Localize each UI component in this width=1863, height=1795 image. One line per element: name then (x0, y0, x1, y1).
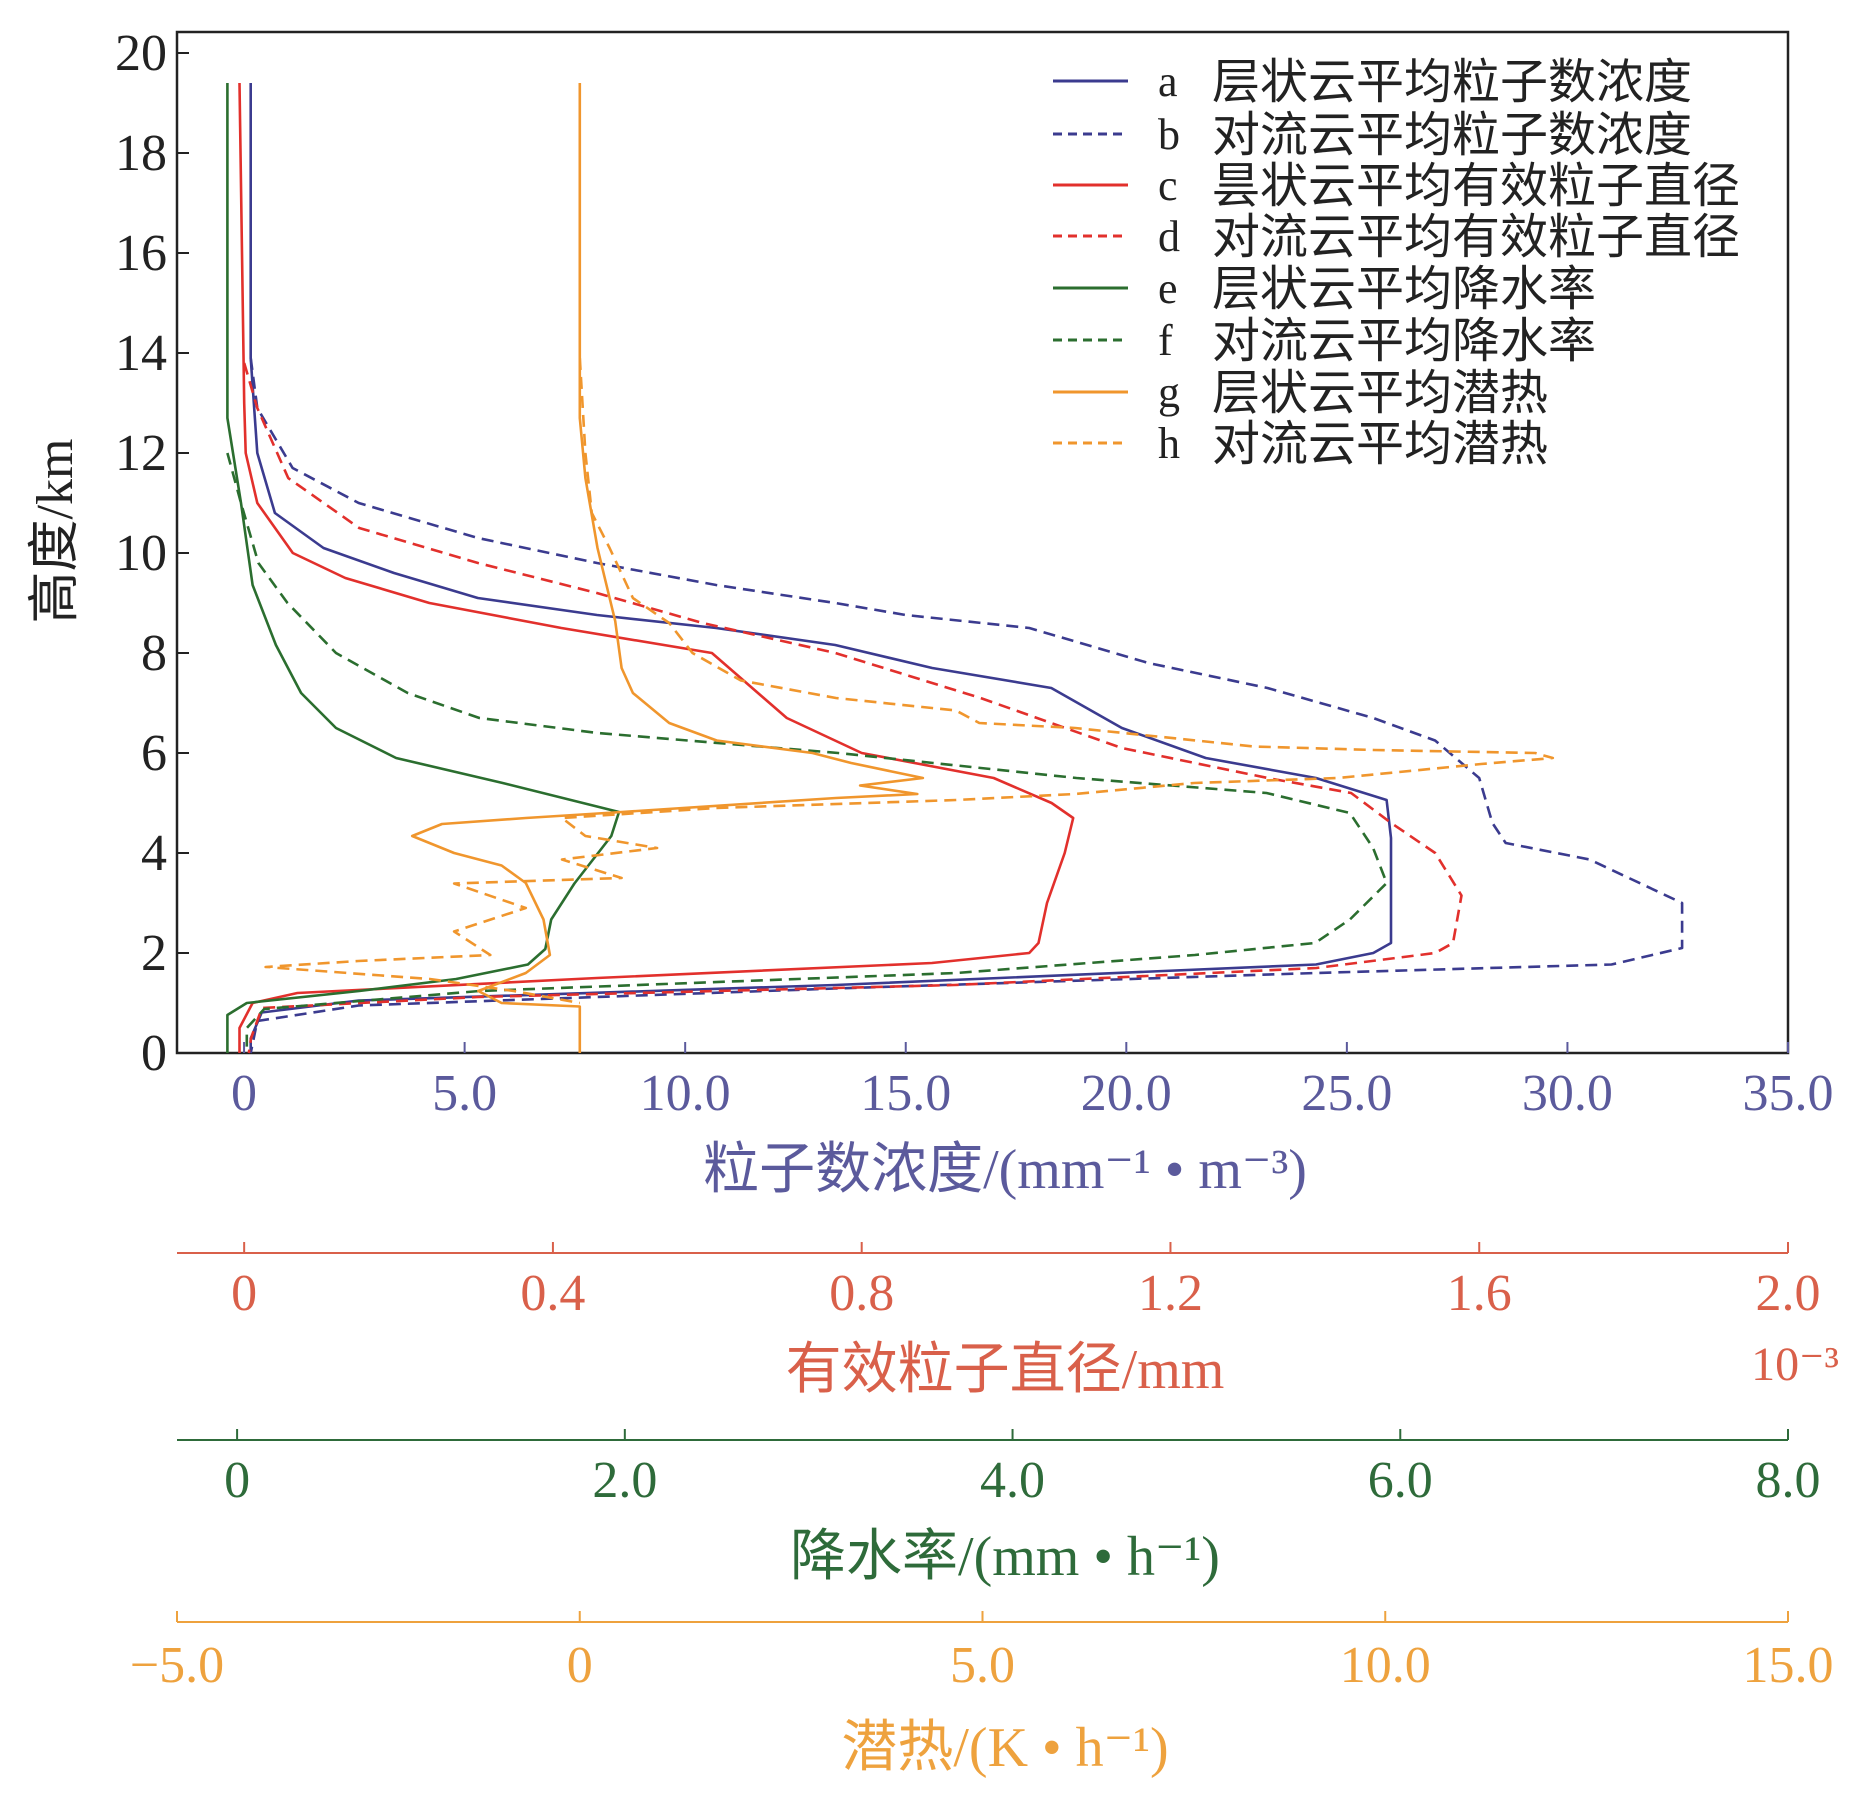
x-tick-label: 0 (231, 1065, 257, 1122)
y-tick-label: 12 (115, 425, 167, 482)
series-line-a (249, 83, 1393, 1053)
x-tick-label: −5.0 (130, 1637, 224, 1694)
series-line-f (226, 452, 1388, 1053)
legend-key: d (1158, 212, 1180, 261)
y-tick-label: 6 (141, 725, 167, 782)
legend-label: 昙状云平均有效粒子直径 (1212, 160, 1740, 213)
x-tick-label: 10.0 (640, 1065, 731, 1122)
x-tick-label: 8.0 (1756, 1452, 1821, 1509)
series-line-g (410, 83, 925, 1053)
x-tick-label: 1.6 (1447, 1265, 1512, 1322)
legend-item-e: e 层状云平均降水率 (1053, 263, 1596, 316)
x-tick-label: 5.0 (432, 1065, 497, 1122)
x-tick-label: 0 (224, 1452, 250, 1509)
x-axis-lh: −5.0 0 5.0 10.0 15.0 潜热/(K • h⁻¹) (130, 1611, 1834, 1779)
x-axis-diam: 0 0.4 0.8 1.2 1.6 2.0 有效粒子直径/mm 10⁻³ (177, 1242, 1839, 1401)
axis-multiplier: 10⁻³ (1751, 1338, 1839, 1391)
legend-label: 层状云平均潜热 (1212, 367, 1548, 420)
x-axis-rate: 0 2.0 4.0 6.0 8.0 降水率/(mm • h⁻¹) (177, 1429, 1821, 1588)
x-axes: 0 5.0 10.0 15.0 20.0 25.0 30.0 35.0 粒子数浓度/(mm⁻¹ … (130, 1042, 1839, 1779)
legend-item-g: g 层状云平均潜热 (1053, 367, 1548, 420)
series-line-c (238, 82, 1075, 1053)
x-tick-label: 1.2 (1138, 1265, 1203, 1322)
legend-key: e (1158, 264, 1178, 313)
legend: a 层状云平均粒子数浓度 b 对流云平均粒子数浓度 c 昙状云平均有效粒子直径 d 对流云平均… (1053, 56, 1740, 471)
y-tick-label: 18 (115, 125, 167, 182)
legend-key: g (1158, 368, 1180, 417)
series-line-h (264, 357, 1555, 1005)
legend-item-c: c 昙状云平均有效粒子直径 (1053, 160, 1740, 213)
legend-label: 对流云平均有效粒子直径 (1212, 211, 1740, 264)
legend-label: 对流云平均潜热 (1212, 418, 1548, 471)
y-tick-label: 4 (141, 825, 167, 882)
x-axis-conc: 0 5.0 10.0 15.0 20.0 25.0 30.0 35.0 粒子数浓度/(mm⁻¹ … (231, 1042, 1834, 1201)
x-tick-label: 15.0 (1743, 1637, 1834, 1694)
y-axis-label: 高度/km (27, 439, 84, 624)
x-tick-label: 25.0 (1301, 1065, 1392, 1122)
y-tick-label: 10 (115, 525, 167, 582)
x-tick-label: 35.0 (1743, 1065, 1834, 1122)
x-tick-label: 10.0 (1340, 1637, 1431, 1694)
x-tick-label: 30.0 (1522, 1065, 1613, 1122)
y-tick-label: 14 (115, 325, 167, 382)
series-line-d (242, 362, 1463, 1054)
legend-key: b (1158, 110, 1180, 159)
x-tick-label: 20.0 (1081, 1065, 1172, 1122)
legend-key: a (1158, 57, 1178, 106)
plot-frame (175, 30, 1790, 1055)
x-tick-label: 6.0 (1368, 1452, 1433, 1509)
x-axis-title-conc: 粒子数浓度/(mm⁻¹ • m⁻³) (703, 1139, 1307, 1201)
y-tick-label: 16 (115, 225, 167, 282)
series-group (226, 82, 1684, 1054)
legend-item-f: f 对流云平均降水率 (1053, 315, 1596, 368)
legend-label: 层状云平均粒子数浓度 (1212, 56, 1692, 109)
legend-key: f (1158, 316, 1173, 365)
legend-item-b: b 对流云平均粒子数浓度 (1053, 109, 1692, 162)
x-tick-label: 15.0 (860, 1065, 951, 1122)
x-tick-label: 2.0 (592, 1452, 657, 1509)
y-tick-label: 2 (141, 925, 167, 982)
x-tick-label: 0.8 (829, 1265, 894, 1322)
series-line-b (249, 357, 1684, 1054)
legend-key: h (1158, 419, 1180, 468)
series-line-e (226, 83, 621, 1053)
y-tick-label: 0 (141, 1025, 167, 1082)
legend-key: c (1158, 161, 1178, 210)
y-axis: 0 2 4 6 8 10 12 14 16 18 20 (115, 25, 189, 1082)
x-tick-label: 2.0 (1756, 1265, 1821, 1322)
x-tick-label: 0 (231, 1265, 257, 1322)
legend-item-h: h 对流云平均潜热 (1053, 418, 1548, 471)
legend-item-a: a 层状云平均粒子数浓度 (1053, 56, 1692, 109)
x-tick-label: 5.0 (950, 1637, 1015, 1694)
x-axis-title-lh: 潜热/(K • h⁻¹) (841, 1717, 1168, 1779)
legend-label: 层状云平均降水率 (1212, 263, 1596, 316)
x-axis-title-diam: 有效粒子直径/mm (786, 1339, 1225, 1401)
y-tick-label: 8 (141, 625, 167, 682)
x-tick-label: 4.0 (980, 1452, 1045, 1509)
x-tick-label: 0 (567, 1637, 593, 1694)
x-axis-title-rate: 降水率/(mm • h⁻¹) (790, 1526, 1220, 1588)
y-tick-label: 20 (115, 25, 167, 82)
legend-label: 对流云平均粒子数浓度 (1212, 109, 1692, 162)
legend-label: 对流云平均降水率 (1212, 315, 1596, 368)
x-tick-label: 0.4 (520, 1265, 585, 1322)
legend-item-d: d 对流云平均有效粒子直径 (1053, 211, 1740, 264)
